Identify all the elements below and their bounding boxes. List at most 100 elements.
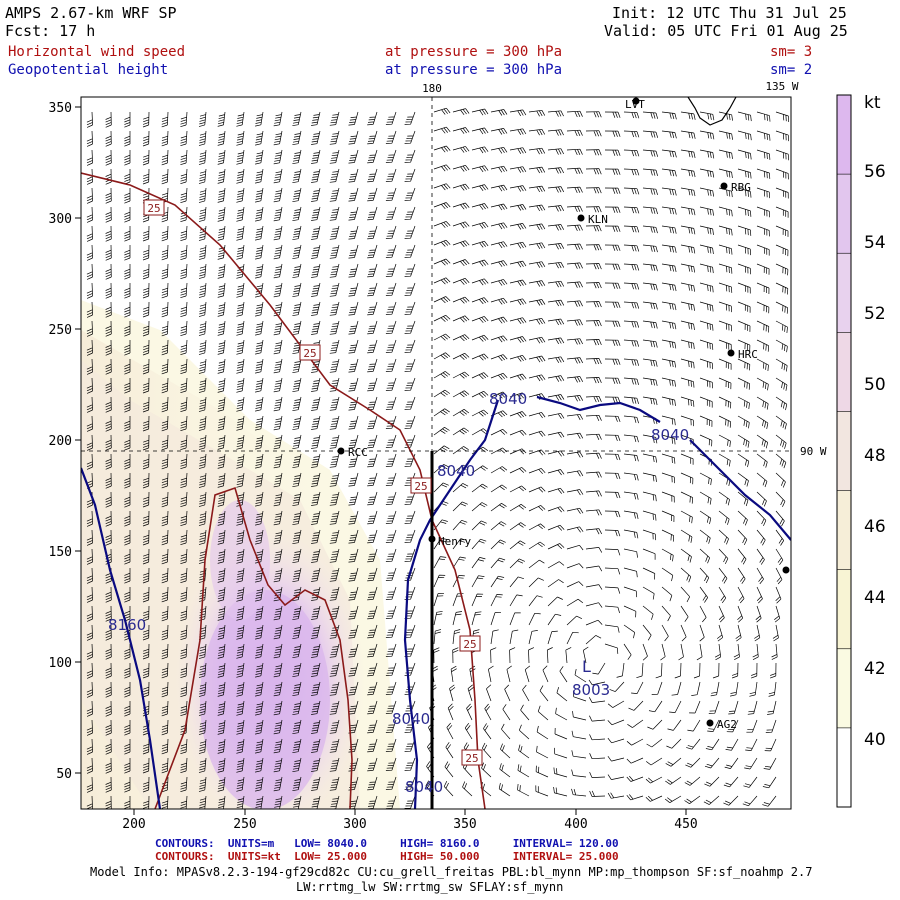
wind-barb bbox=[385, 149, 397, 163]
wind-barb bbox=[466, 703, 473, 721]
wind-barb bbox=[292, 738, 302, 754]
wind-barb bbox=[404, 301, 416, 315]
wind-barb bbox=[585, 547, 603, 553]
wind-barb bbox=[680, 491, 694, 504]
colorbar-segment bbox=[837, 253, 851, 333]
wind-barb bbox=[623, 529, 639, 539]
wind-barb bbox=[452, 352, 470, 360]
wind-barb bbox=[645, 776, 663, 784]
wind-barb bbox=[718, 206, 733, 217]
wind-barb bbox=[756, 434, 769, 449]
wind-barb bbox=[484, 703, 492, 721]
wind-barb bbox=[627, 719, 644, 728]
wind-barb bbox=[124, 739, 131, 755]
wind-barb bbox=[198, 491, 207, 507]
wind-barb bbox=[273, 320, 283, 336]
wind-barb bbox=[604, 472, 621, 480]
wind-barb bbox=[105, 149, 112, 166]
wind-barb bbox=[433, 647, 440, 664]
wind-barb bbox=[236, 225, 245, 241]
wind-barb bbox=[311, 282, 321, 297]
wind-barb bbox=[385, 548, 397, 562]
wind-barb bbox=[547, 561, 565, 569]
wind-barb bbox=[180, 358, 188, 375]
wind-barb bbox=[775, 168, 789, 180]
wind-barb bbox=[642, 244, 658, 253]
wind-barb bbox=[626, 738, 644, 746]
wind-barb bbox=[452, 315, 470, 323]
wind-barb bbox=[198, 339, 207, 355]
wind-barb bbox=[292, 415, 302, 431]
wind-barb bbox=[528, 559, 545, 569]
axis-ticks bbox=[75, 106, 687, 815]
wind-barb bbox=[404, 491, 416, 505]
wind-barb bbox=[105, 491, 112, 508]
wind-barb bbox=[404, 130, 416, 144]
wind-barb bbox=[547, 129, 564, 136]
wind-barb bbox=[311, 377, 321, 392]
wind-barb bbox=[385, 320, 397, 334]
wind-barb bbox=[661, 510, 675, 523]
wind-barb bbox=[367, 738, 378, 753]
wind-barb bbox=[255, 415, 264, 431]
contour-high: HIGH= 8160.0 bbox=[400, 837, 480, 850]
wind-barb bbox=[105, 187, 112, 204]
wind-barb bbox=[667, 719, 682, 731]
wind-barb bbox=[737, 301, 751, 313]
wind-barb bbox=[329, 396, 340, 411]
wind-barb bbox=[142, 453, 150, 470]
wind-barb bbox=[367, 472, 378, 487]
wind-barb bbox=[737, 358, 751, 371]
wind-barb bbox=[404, 415, 416, 429]
wind-barb bbox=[471, 184, 489, 192]
wind-barb bbox=[198, 472, 207, 488]
wind-barb bbox=[180, 168, 188, 185]
wind-barb bbox=[528, 505, 546, 512]
wind-barb bbox=[273, 225, 283, 241]
wind-barb bbox=[292, 605, 302, 621]
wind-barb bbox=[311, 320, 321, 335]
wind-barb bbox=[509, 558, 525, 569]
wind-barb bbox=[661, 149, 677, 158]
wind-barb bbox=[585, 433, 602, 440]
wind-barb bbox=[535, 785, 549, 797]
wind-barb bbox=[699, 301, 714, 312]
wind-barb bbox=[588, 679, 606, 686]
wind-barb bbox=[236, 149, 245, 165]
wind-barb bbox=[217, 111, 226, 127]
wind-barb bbox=[198, 719, 207, 735]
wind-barb bbox=[680, 453, 694, 465]
wind-barb bbox=[452, 575, 465, 588]
wind-barb bbox=[329, 643, 340, 658]
wind-barb bbox=[642, 339, 658, 348]
wind-barb bbox=[385, 605, 397, 619]
wind-barb bbox=[292, 700, 302, 716]
wind-barb bbox=[86, 187, 93, 204]
wind-barb bbox=[661, 263, 677, 272]
wind-barb bbox=[642, 206, 658, 215]
wind-barb bbox=[348, 339, 359, 354]
contour-interval: INTERVAL= 25.000 bbox=[512, 850, 619, 863]
wind-barb bbox=[367, 643, 378, 658]
wind-barb bbox=[292, 225, 302, 241]
wind-barb bbox=[385, 624, 397, 638]
wind-barb bbox=[255, 776, 264, 792]
wind-barb bbox=[255, 149, 264, 165]
wind-barb bbox=[142, 415, 150, 432]
wind-barb bbox=[678, 643, 684, 661]
wind-barb bbox=[607, 755, 625, 762]
wind-barb bbox=[490, 109, 508, 116]
wind-barb bbox=[404, 396, 416, 410]
wind-barb bbox=[607, 792, 625, 799]
wind-barb bbox=[547, 412, 565, 419]
station-marker bbox=[632, 97, 640, 105]
wind-barb bbox=[255, 320, 264, 336]
wind-barb bbox=[367, 529, 378, 544]
wind-barb bbox=[536, 745, 549, 759]
wind-barb bbox=[124, 264, 131, 280]
wind-barb bbox=[236, 301, 245, 317]
wind-barb bbox=[161, 529, 169, 546]
wind-barb bbox=[273, 776, 283, 792]
wind-barb bbox=[642, 396, 658, 406]
wind-barb bbox=[775, 111, 790, 123]
